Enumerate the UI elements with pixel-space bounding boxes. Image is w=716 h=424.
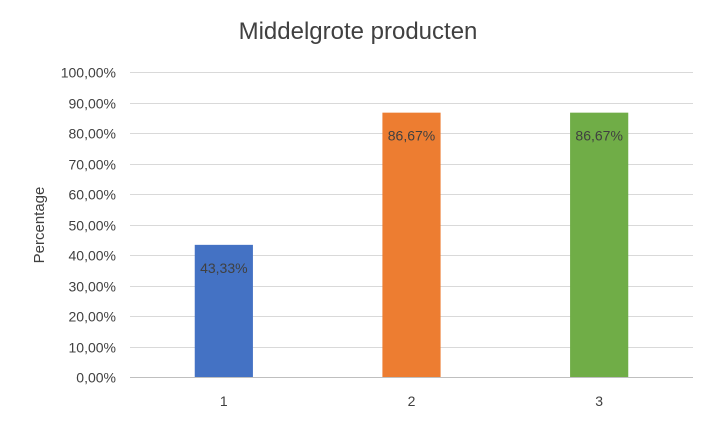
- y-axis-label: Percentage: [31, 187, 48, 264]
- bar-2: [382, 112, 441, 378]
- x-tick-label: 2: [408, 393, 416, 409]
- bar-3: [570, 112, 629, 378]
- y-tick-label: 40,00%: [69, 248, 116, 264]
- y-tick-label: 10,00%: [69, 340, 116, 356]
- y-tick-label: 70,00%: [69, 157, 116, 173]
- y-tick-label: 60,00%: [69, 187, 116, 203]
- y-tick-label: 20,00%: [69, 309, 116, 325]
- data-label: 86,67%: [388, 128, 435, 144]
- y-tick-label: 50,00%: [69, 218, 116, 234]
- x-axis-ticks: 1 2 3: [220, 393, 603, 409]
- y-tick-label: 80,00%: [69, 126, 116, 142]
- y-tick-label: 100,00%: [61, 65, 116, 81]
- y-tick-label: 90,00%: [69, 96, 116, 112]
- bar-1: [194, 244, 253, 377]
- x-tick-label: 1: [220, 393, 228, 409]
- data-label: 86,67%: [575, 128, 622, 144]
- data-labels: 43,33% 86,67% 86,67%: [200, 128, 623, 276]
- x-tick-label: 3: [595, 393, 603, 409]
- y-tick-label: 30,00%: [69, 279, 116, 295]
- y-tick-label: 0,00%: [76, 370, 116, 386]
- data-label: 43,33%: [200, 260, 247, 276]
- y-axis-ticks: 0,00% 10,00% 20,00% 30,00% 40,00% 50,00% 60,00…: [61, 65, 116, 386]
- chart-title: Middelgrote producten: [239, 18, 478, 45]
- bars: [194, 112, 629, 378]
